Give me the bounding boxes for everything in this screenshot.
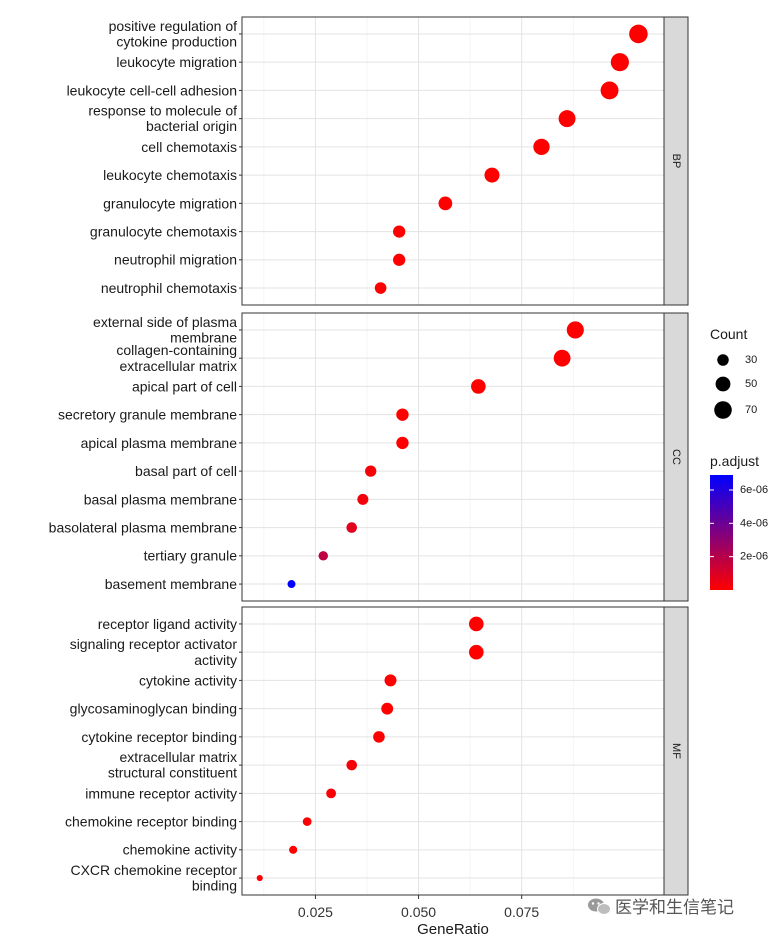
term-label: granulocyte chemotaxis <box>90 223 237 239</box>
point-bp-7 <box>393 225 406 238</box>
facet-strip <box>663 312 689 602</box>
point-bp-6 <box>438 196 453 211</box>
point-bp-1 <box>610 53 629 72</box>
panel-background <box>242 313 664 601</box>
size-legend-label: 70 <box>745 404 757 416</box>
size-legend-label: 30 <box>745 354 757 366</box>
size-legend-key <box>714 401 732 419</box>
facet-strip <box>663 16 689 306</box>
color-legend: p.adjust 2e-06 4e-06 6e-06 <box>710 453 768 590</box>
term-label: granulocyte migration <box>103 195 237 211</box>
color-legend-label: 4e-06 <box>740 517 768 529</box>
term-label: CXCR chemokine receptor binding <box>70 862 237 894</box>
term-label: basal part of cell <box>135 463 237 479</box>
size-legend-key <box>717 354 729 366</box>
point-bp-9 <box>374 282 387 294</box>
size-legend-label: 50 <box>745 378 757 390</box>
term-label: leukocyte migration <box>116 54 237 70</box>
point-bp-0 <box>629 24 648 44</box>
point-cc-8 <box>318 551 328 561</box>
term-label: chemokine activity <box>123 842 237 858</box>
x-tick-label: 0.050 <box>401 904 436 920</box>
term-label: response to molecule of bacterial origin <box>88 103 237 135</box>
term-label: chemokine receptor binding <box>65 813 237 829</box>
term-label: extracellular matrix structural constitue… <box>108 749 237 781</box>
color-legend-label: 6e-06 <box>740 484 768 496</box>
term-label: collagen-containing extracellular matrix <box>116 342 237 374</box>
wechat-icon <box>588 898 611 915</box>
point-mf-7 <box>302 817 312 826</box>
size-legend-title: Count <box>710 326 747 342</box>
term-label: basolateral plasma membrane <box>49 519 238 535</box>
point-mf-9 <box>256 874 263 882</box>
term-label: cytokine receptor binding <box>81 729 237 745</box>
point-mf-3 <box>381 702 394 715</box>
point-cc-7 <box>346 522 358 533</box>
point-cc-1 <box>553 349 571 367</box>
point-bp-8 <box>393 253 406 266</box>
color-legend-title: p.adjust <box>710 453 759 469</box>
color-legend-bar <box>710 475 733 590</box>
point-mf-6 <box>326 788 337 799</box>
point-cc-4 <box>396 436 409 450</box>
term-label: leukocyte chemotaxis <box>103 167 237 183</box>
point-bp-4 <box>533 138 550 156</box>
watermark: 医学和生信笔记 <box>588 898 734 917</box>
facet-panel-cc: external side of plasma membranecollagen-… <box>49 312 689 602</box>
point-cc-5 <box>365 465 377 477</box>
point-bp-3 <box>558 110 576 128</box>
term-label: external side of plasma membrane <box>93 314 237 346</box>
point-cc-0 <box>566 321 584 339</box>
term-label: receptor ligand activity <box>98 616 237 632</box>
point-cc-9 <box>287 580 296 589</box>
facet-strip <box>663 606 689 896</box>
point-mf-0 <box>469 616 484 632</box>
color-legend-label: 2e-06 <box>740 551 768 563</box>
point-mf-5 <box>346 759 358 771</box>
facet-strip-label: BP <box>670 154 682 169</box>
term-label: leukocyte cell-cell adhesion <box>67 82 237 98</box>
term-label: positive regulation of cytokine productio… <box>109 18 238 50</box>
term-label: basal plasma membrane <box>84 491 238 507</box>
x-tick-label: 0.025 <box>298 904 333 920</box>
point-bp-5 <box>484 167 500 183</box>
facet-panel-mf: receptor ligand activity signaling recept… <box>65 606 689 896</box>
point-mf-8 <box>289 845 298 854</box>
point-bp-2 <box>600 81 619 100</box>
panel-background <box>242 17 664 305</box>
x-axis-title: GeneRatio <box>417 921 489 938</box>
point-mf-2 <box>384 674 397 687</box>
point-cc-2 <box>471 379 486 394</box>
term-label: apical plasma membrane <box>81 435 238 451</box>
point-cc-3 <box>396 408 409 421</box>
term-label: immune receptor activity <box>85 785 237 801</box>
x-tick-label: 0.075 <box>504 904 539 920</box>
term-label: signaling receptor activator activity <box>70 636 238 668</box>
term-label: tertiary granule <box>144 548 238 564</box>
term-label: neutrophil chemotaxis <box>101 280 237 296</box>
panel-background <box>242 607 664 895</box>
size-legend: Count 30 50 70 <box>710 326 757 419</box>
term-label: secretory granule membrane <box>58 407 237 423</box>
term-label: cytokine activity <box>139 672 237 688</box>
term-label: apical part of cell <box>132 378 237 394</box>
size-legend-key <box>715 376 731 392</box>
term-label: cell chemotaxis <box>141 139 237 155</box>
point-cc-6 <box>357 493 369 505</box>
point-mf-1 <box>469 644 484 660</box>
term-label: glycosaminoglycan binding <box>70 701 237 717</box>
facet-panel-bp: positive regulation of cytokine productio… <box>67 16 689 306</box>
watermark-text: 医学和生信笔记 <box>615 898 734 917</box>
term-label: basement membrane <box>105 576 238 592</box>
term-label: neutrophil migration <box>114 252 237 268</box>
point-mf-4 <box>373 731 385 743</box>
facet-strip-label: CC <box>670 449 682 465</box>
facet-strip-label: MF <box>670 743 682 759</box>
